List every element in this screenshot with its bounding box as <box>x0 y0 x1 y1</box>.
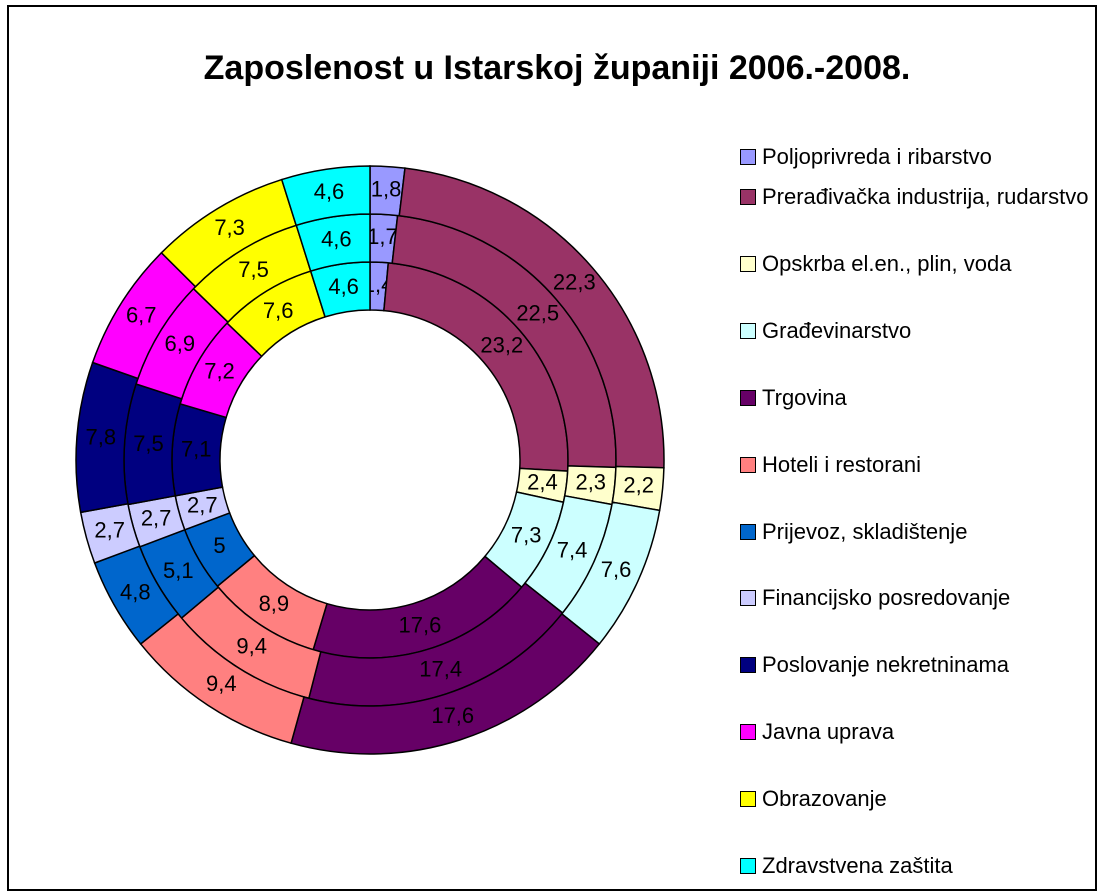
value-label: 2,7 <box>141 505 172 530</box>
value-label: 7,2 <box>204 358 235 383</box>
value-label: 7,1 <box>181 437 212 462</box>
legend-item: Javna uprava <box>740 719 1100 745</box>
legend-item: Poljoprivreda i ribarstvo <box>740 144 1100 170</box>
legend-swatch <box>740 389 756 406</box>
legend-swatch <box>740 657 756 674</box>
value-label: 7,5 <box>238 257 269 282</box>
value-label: 7,6 <box>263 298 294 323</box>
legend-label: Hoteli i restorani <box>762 451 921 477</box>
value-label: 2,7 <box>187 492 218 517</box>
legend-label: Građevinarstvo <box>762 317 912 343</box>
value-label: 17,6 <box>431 703 474 728</box>
legend-label: Opskrba el.en., plin, voda <box>762 250 1012 276</box>
value-label: 2,7 <box>94 517 125 542</box>
legend-swatch <box>740 724 756 741</box>
value-label: 7,3 <box>214 215 245 240</box>
legend-swatch <box>740 322 756 339</box>
legend-swatch <box>740 456 756 473</box>
value-label: 5 <box>213 533 225 558</box>
legend-swatch <box>740 255 756 272</box>
legend-swatch <box>740 189 756 205</box>
legend-label: Prijevoz, skladištenje <box>762 518 968 544</box>
legend-swatch <box>740 590 756 607</box>
value-label: 2,3 <box>575 469 606 494</box>
legend-swatch <box>740 149 756 165</box>
value-label: 1,8 <box>371 176 402 201</box>
value-label: 4,8 <box>120 579 151 604</box>
value-label: 22,3 <box>553 269 596 294</box>
value-label: 23,2 <box>480 332 523 357</box>
legend-label: Financijsko posredovanje <box>762 585 1011 611</box>
legend-label: Trgovina <box>762 384 847 410</box>
legend-item: Prijevoz, skladištenje <box>740 519 1100 545</box>
value-label: 7,5 <box>133 431 164 456</box>
legend-item: Opskrba el.en., plin, voda <box>740 251 1100 277</box>
legend-label: Prerađivačka industrija, rudarstvo <box>762 184 1089 209</box>
value-label: 17,4 <box>419 656 462 681</box>
legend-label: Zdravstvena zaštita <box>762 853 953 878</box>
legend-item: Zdravstvena zaštita <box>740 853 1100 879</box>
value-label: 7,8 <box>86 424 117 449</box>
value-label: 7,4 <box>557 538 588 563</box>
chart-title: Zaposlenost u Istarskoj županiji 2006.-2… <box>204 49 911 87</box>
legend-label: Javna uprava <box>762 719 895 745</box>
legend-item: Prerađivačka industrija, rudarstvo <box>740 184 1100 210</box>
value-label: 8,9 <box>259 591 290 616</box>
value-label: 2,4 <box>527 469 558 494</box>
value-label: 7,3 <box>511 522 542 547</box>
legend-label: Poslovanje nekretninama <box>762 652 1010 678</box>
value-label: 6,9 <box>165 331 196 356</box>
legend-label: Obrazovanje <box>762 786 887 812</box>
value-label: 22,5 <box>516 300 559 325</box>
ring-slice <box>280 165 371 227</box>
legend-swatch <box>740 523 756 540</box>
value-label: 4,6 <box>328 274 359 299</box>
value-label: 9,4 <box>236 634 267 659</box>
legend-item: Građevinarstvo <box>740 318 1100 344</box>
legend-item: Trgovina <box>740 385 1100 411</box>
value-label: 17,6 <box>399 612 442 637</box>
value-label: 2,2 <box>623 473 654 498</box>
legend-swatch <box>740 791 756 808</box>
value-label: 6,7 <box>126 302 157 327</box>
value-label: 4,6 <box>314 179 345 204</box>
value-label: 4,6 <box>321 226 352 251</box>
legend-item: Hoteli i restorani <box>740 452 1100 478</box>
legend-label: Poljoprivreda i ribarstvo <box>762 144 992 169</box>
legend-item: Financijsko posredovanje <box>740 585 1100 611</box>
value-label: 5,1 <box>163 558 194 583</box>
legend-swatch <box>740 858 756 874</box>
value-label: 7,6 <box>601 557 632 582</box>
value-label: 1,7 <box>367 224 398 249</box>
value-label: 9,4 <box>206 671 237 696</box>
legend-item: Obrazovanje <box>740 786 1100 812</box>
legend-item: Poslovanje nekretninama <box>740 652 1100 678</box>
